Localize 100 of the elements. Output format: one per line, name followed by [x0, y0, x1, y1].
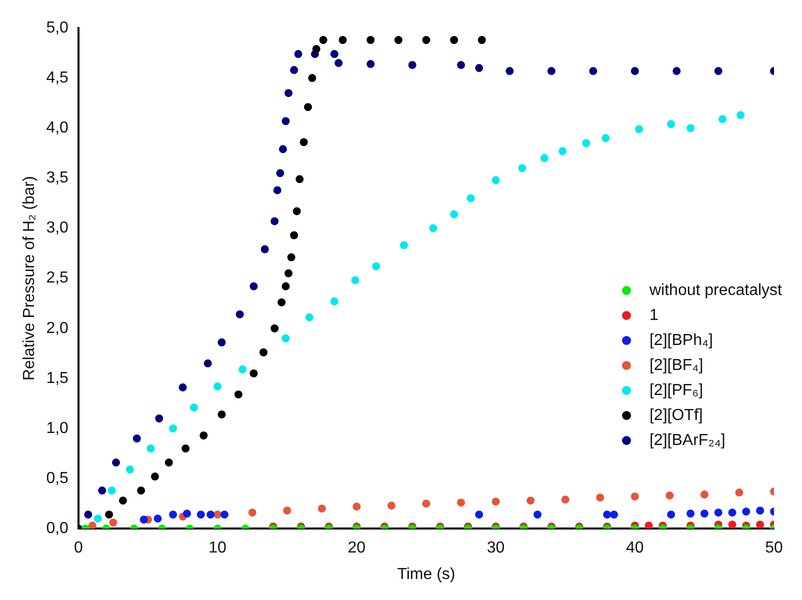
point	[366, 36, 375, 44]
point	[506, 67, 514, 76]
point	[84, 510, 92, 519]
y-axis-title: Relative Pressure of H₂ (bar)	[21, 176, 38, 381]
legend-label: [2][BF₄]	[649, 356, 704, 376]
point	[466, 194, 475, 202]
point	[450, 36, 458, 44]
y-tick-label: 5,0	[46, 19, 69, 36]
point	[422, 500, 430, 508]
point	[200, 431, 208, 440]
point	[248, 508, 256, 517]
point	[534, 510, 542, 519]
point	[457, 498, 465, 507]
x-tick-label: 20	[348, 540, 366, 557]
point	[547, 67, 556, 76]
point	[728, 508, 736, 517]
point	[666, 492, 674, 500]
point	[667, 120, 676, 128]
point	[137, 486, 146, 495]
point	[352, 502, 361, 511]
point	[408, 61, 416, 70]
point	[400, 241, 408, 250]
point	[518, 164, 526, 172]
legend-label: 1	[649, 306, 658, 326]
point	[602, 134, 610, 142]
x-axis-title: Time (s)	[397, 566, 456, 583]
point	[204, 359, 212, 368]
point	[278, 298, 286, 306]
point	[118, 496, 127, 505]
y-tick-label: 4,5	[46, 69, 69, 86]
point	[422, 36, 430, 44]
point	[736, 111, 745, 120]
y-tick-label: 3,5	[46, 170, 69, 187]
x-tick-label: 50	[765, 540, 783, 557]
y-tick-label: 3,0	[46, 220, 69, 237]
x-tick-label: 10	[208, 540, 227, 557]
point	[178, 383, 187, 392]
point	[282, 117, 290, 126]
point	[319, 36, 328, 44]
point	[290, 231, 298, 240]
point	[146, 444, 155, 453]
point	[284, 89, 292, 98]
legend-label: [2][BArF₂₄]	[649, 431, 726, 451]
point	[672, 67, 681, 76]
point	[478, 36, 486, 44]
y-tick-label: 0,5	[46, 470, 69, 487]
point	[283, 506, 292, 515]
point	[700, 510, 708, 518]
y-tick-label: 1,0	[46, 420, 69, 437]
point	[305, 313, 314, 322]
point	[284, 269, 292, 278]
point	[475, 510, 484, 519]
point	[169, 510, 178, 519]
point	[154, 514, 162, 523]
point	[714, 67, 722, 76]
point	[105, 510, 114, 519]
point	[372, 262, 380, 270]
point	[630, 67, 639, 76]
point	[728, 520, 736, 529]
point	[88, 522, 96, 529]
point	[610, 510, 618, 519]
point	[492, 176, 500, 184]
point	[259, 348, 268, 356]
point	[296, 175, 304, 184]
point	[318, 504, 326, 513]
point	[334, 59, 343, 68]
point	[196, 510, 205, 519]
point	[686, 510, 695, 518]
point	[366, 60, 375, 68]
point	[287, 253, 296, 262]
point	[718, 115, 727, 124]
point	[558, 147, 567, 156]
point	[308, 74, 316, 82]
point	[236, 310, 244, 318]
point	[273, 186, 282, 194]
point	[218, 338, 226, 346]
y-tick-label: 0,0	[46, 520, 69, 538]
point	[582, 139, 590, 148]
point	[526, 496, 535, 505]
point	[387, 502, 396, 510]
point	[700, 490, 708, 499]
y-tick-label: 4,0	[46, 120, 69, 137]
point	[630, 492, 639, 501]
point	[686, 124, 695, 132]
point	[220, 510, 229, 519]
point	[667, 510, 676, 519]
point	[589, 67, 598, 76]
point	[238, 365, 247, 374]
point	[756, 506, 764, 515]
point	[714, 508, 722, 517]
point	[132, 434, 141, 442]
point	[603, 510, 612, 519]
point	[218, 410, 226, 418]
point	[596, 494, 604, 502]
point	[182, 510, 191, 518]
point	[292, 207, 301, 216]
point	[108, 486, 116, 495]
point	[182, 444, 190, 453]
legend-label: [2][OTf]	[649, 406, 703, 426]
point	[276, 169, 284, 178]
